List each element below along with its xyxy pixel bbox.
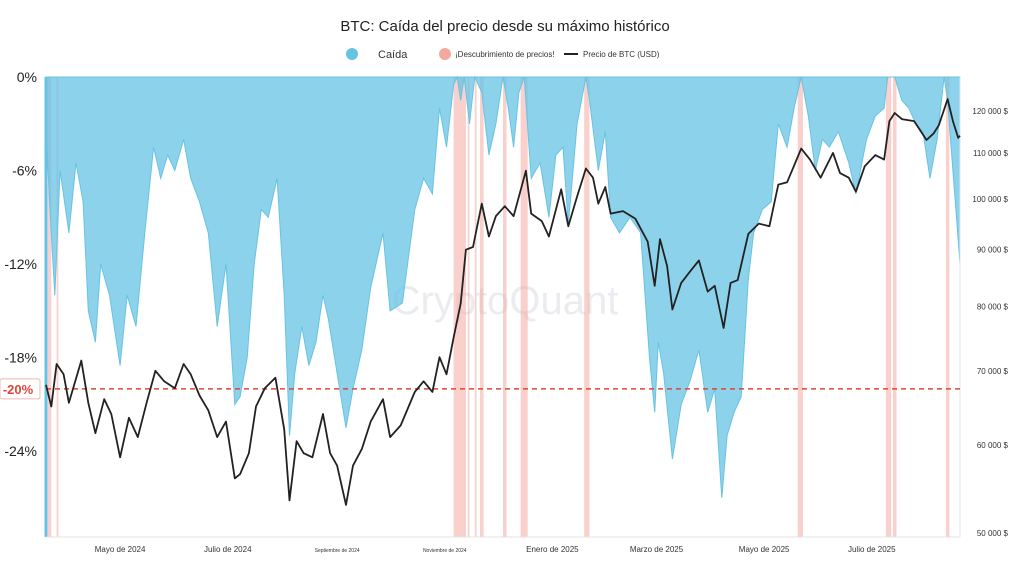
legend-item-drawdown[interactable]: Caída [346, 48, 408, 61]
discovery-band [467, 77, 470, 537]
reference-label-box [0, 378, 41, 400]
discovery-band [885, 77, 892, 537]
legend-item-discovery[interactable]: ¡Descubrimiento de precios! [439, 48, 555, 60]
legend-label-discovery: ¡Descubrimiento de precios! [455, 50, 555, 59]
left-axis: 0% -6% -12% -18% -24% [4, 69, 37, 459]
discovery-band [584, 77, 590, 537]
legend-marker-drawdown [346, 48, 358, 60]
x-tick-label: Noviembre de 2024 [423, 548, 467, 554]
x-tick-label: Marzo de 2025 [630, 545, 684, 554]
legend-label-drawdown: Caída [378, 49, 408, 61]
left-tick-label: -18% [4, 350, 37, 366]
x-axis: Mayo de 2024 Julio de 2024 Septiembre de 2… [95, 545, 896, 554]
drawdown-area [45, 75, 961, 499]
left-tick-label: -12% [4, 256, 37, 272]
legend-marker-discovery [439, 48, 451, 60]
right-tick-label: 120 000 $ [972, 107, 1008, 116]
left-tick-label: -6% [12, 163, 37, 179]
discovery-band [503, 77, 507, 537]
discovery-band [56, 77, 59, 537]
right-tick-label: 80 000 $ [977, 302, 1009, 311]
chart-title: BTC: Caída del precio desde su máximo hi… [340, 18, 669, 35]
discovery-band [520, 77, 528, 537]
chart-legend: Caída ¡Descubrimiento de precios! Precio… [346, 48, 660, 61]
x-tick-label: Enero de 2025 [526, 545, 579, 554]
discovery-band [797, 77, 803, 537]
x-tick-label: Mayo de 2024 [95, 545, 146, 554]
x-tick-label: Julio de 2024 [204, 545, 252, 554]
discovery-band [47, 77, 52, 537]
discovery-band [480, 77, 484, 537]
legend-label-price: Precio de BTC (USD) [583, 50, 660, 59]
right-axis: 50 000 $ 60 000 $ 70 000 $ 80 000 $ 90 000 $… [972, 107, 1008, 538]
left-tick-label: 0% [17, 69, 37, 85]
x-tick-label: Julio de 2025 [848, 545, 896, 554]
legend-item-price[interactable]: Precio de BTC (USD) [564, 50, 660, 59]
discovery-band [474, 77, 477, 537]
right-tick-label: 60 000 $ [977, 441, 1009, 450]
right-tick-label: 90 000 $ [977, 246, 1009, 255]
right-tick-label: 50 000 $ [977, 529, 1009, 538]
x-tick-label: Septiembre de 2024 [315, 548, 360, 554]
right-tick-label: 100 000 $ [972, 195, 1008, 204]
left-tick-label: -24% [4, 443, 37, 459]
right-tick-label: 70 000 $ [977, 367, 1009, 376]
discovery-bands [47, 77, 950, 537]
reference-label-text: -20% [3, 382, 34, 397]
discovery-band [892, 77, 897, 537]
x-tick-label: Mayo de 2025 [739, 545, 790, 554]
right-tick-label: 110 000 $ [973, 149, 1009, 158]
discovery-band [945, 77, 950, 537]
reference-line-label: -20% [0, 378, 41, 400]
price-line [45, 98, 961, 506]
